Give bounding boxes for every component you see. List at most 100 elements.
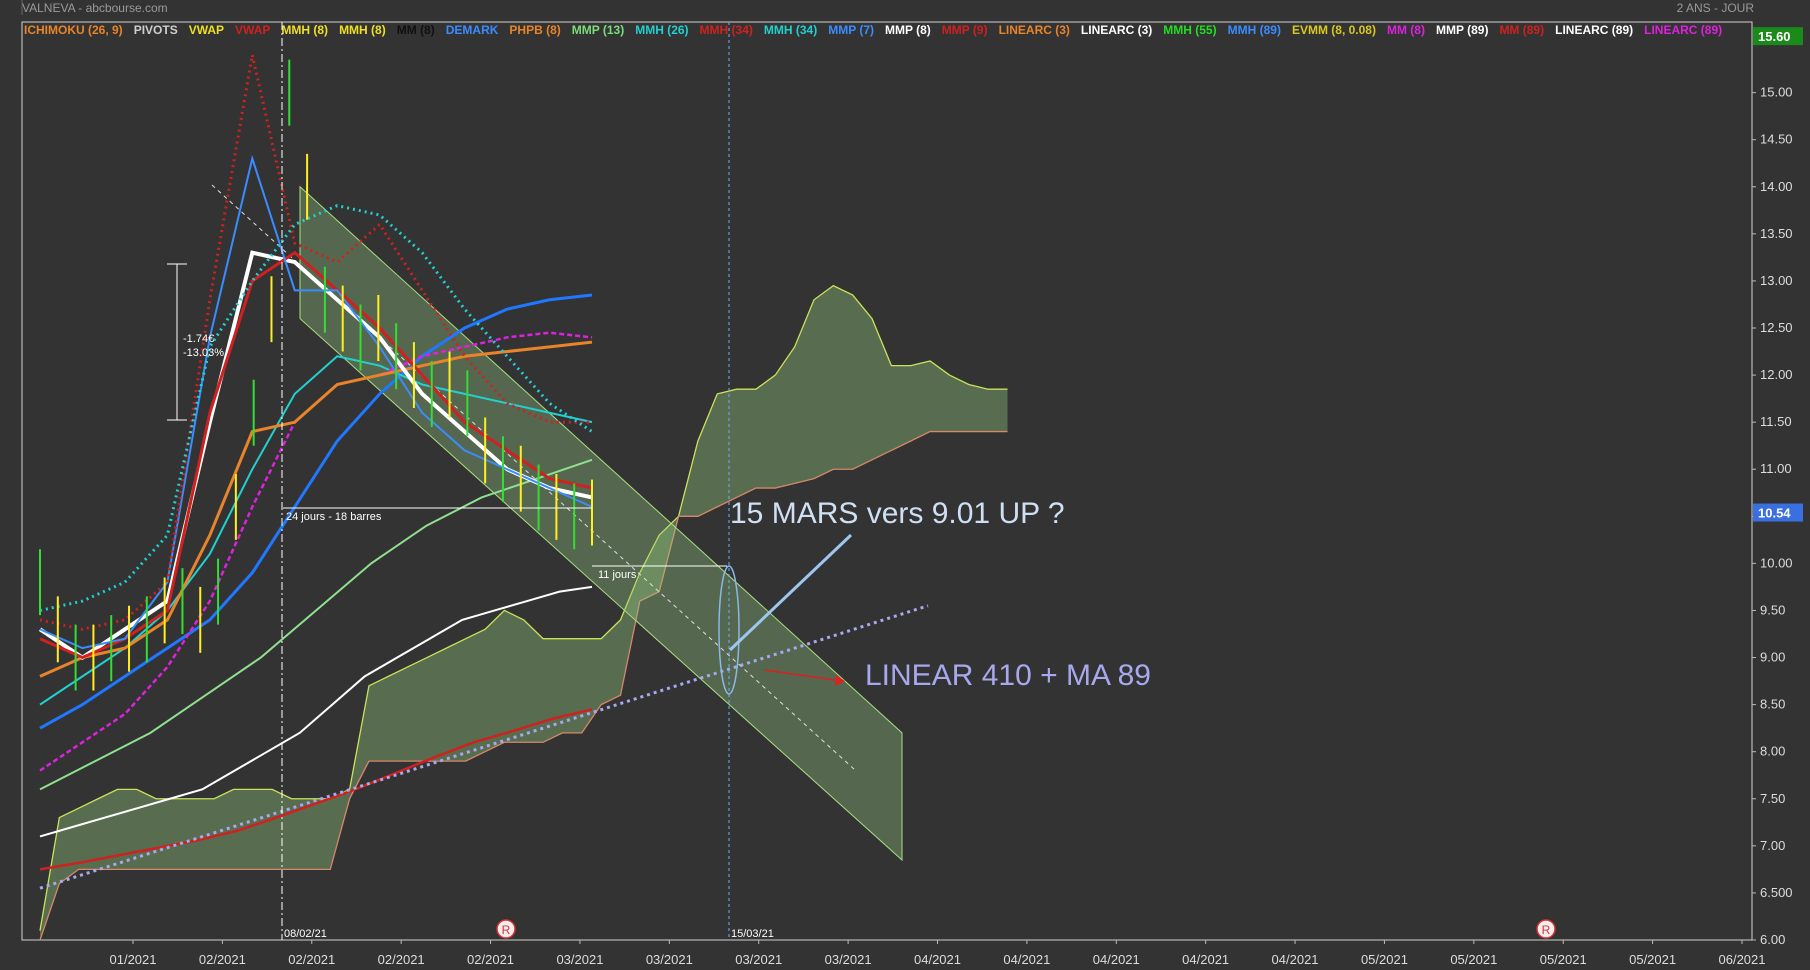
indicator-line bbox=[39, 250, 593, 660]
plot-frame bbox=[21, 21, 1753, 941]
x-tick-label: 05/2021 bbox=[1629, 952, 1676, 967]
date-marker-label: 08/02/21 bbox=[284, 928, 327, 940]
legend-item[interactable]: MM (8) bbox=[1386, 23, 1425, 37]
legend-item[interactable]: LINEARC (3) bbox=[1080, 23, 1153, 37]
legend-item[interactable]: MMH (26) bbox=[635, 23, 689, 37]
indicator-line bbox=[39, 331, 593, 772]
y-tick-label: 8.00 bbox=[1760, 744, 1785, 759]
ma-line bbox=[39, 458, 593, 791]
arrow-head bbox=[835, 675, 845, 686]
legend-item[interactable]: MMH (8) bbox=[281, 23, 329, 37]
price-tag-label: 10.54 bbox=[1758, 506, 1791, 521]
y-tick-label: 7.50 bbox=[1760, 791, 1785, 806]
x-tick-label: 02/2021 bbox=[378, 952, 425, 967]
y-tick-label: 9.50 bbox=[1760, 602, 1785, 617]
y-tick-label: 8.50 bbox=[1760, 697, 1785, 712]
legend-item[interactable]: MM (89) bbox=[1499, 23, 1545, 37]
ichimoku-span-b bbox=[39, 430, 1008, 941]
y-tick-label: 10.00 bbox=[1760, 555, 1793, 570]
indicator-line bbox=[39, 293, 593, 730]
x-tick-label: 04/2021 bbox=[1272, 952, 1319, 967]
annotation-text: -13.03% bbox=[183, 347, 224, 359]
period-label: 2 ANS - JOUR bbox=[1676, 1, 1754, 15]
x-tick-label: 04/2021 bbox=[914, 952, 961, 967]
y-tick-label: 14.50 bbox=[1760, 132, 1793, 147]
indicator-line bbox=[39, 154, 593, 650]
y-tick-label: 14.00 bbox=[1760, 179, 1793, 194]
legend-item[interactable]: ICHIMOKU (26, 9) bbox=[24, 23, 123, 37]
indicator-line bbox=[38, 250, 593, 660]
legend-item[interactable]: MMP (89) bbox=[1435, 23, 1489, 37]
x-tick-label: 03/2021 bbox=[646, 952, 693, 967]
x-tick-label: 06/2021 bbox=[1719, 952, 1766, 967]
x-tick-label: 02/2021 bbox=[199, 952, 246, 967]
x-tick-label: 05/2021 bbox=[1540, 952, 1587, 967]
x-tick-label: 04/2021 bbox=[1093, 952, 1140, 967]
x-tick-label: 02/2021 bbox=[467, 952, 514, 967]
y-tick-label: 11.50 bbox=[1760, 414, 1792, 429]
ichimoku-span-a bbox=[39, 284, 1008, 931]
legend-item[interactable]: EVMM (8, 0.08) bbox=[1291, 23, 1376, 37]
y-tick-label: 7.00 bbox=[1760, 838, 1785, 853]
indicator-line bbox=[39, 340, 593, 678]
y-tick-label: 12.00 bbox=[1760, 367, 1793, 382]
target-ellipse bbox=[718, 565, 740, 695]
price-tag bbox=[1753, 27, 1803, 46]
y-tick-label: 12.50 bbox=[1760, 320, 1793, 335]
legend-item[interactable]: MMH (89) bbox=[1227, 23, 1281, 37]
x-tick-label: 03/2021 bbox=[825, 952, 872, 967]
y-tick-label: 13.00 bbox=[1760, 273, 1793, 288]
x-tick-label: 05/2021 bbox=[1361, 952, 1408, 967]
date-marker-label: 15/03/21 bbox=[731, 928, 774, 940]
legend-item[interactable]: MMH (34) bbox=[763, 23, 818, 37]
annotation-text: LINEAR 410 + MA 89 bbox=[865, 659, 1151, 692]
y-tick-label: 15.00 bbox=[1760, 85, 1793, 100]
price-tag-label: 15.60 bbox=[1758, 29, 1791, 44]
legend-item[interactable]: DEMARK bbox=[445, 23, 499, 37]
y-tick-label: 11.00 bbox=[1760, 461, 1792, 476]
x-tick-label: 04/2021 bbox=[1182, 952, 1229, 967]
legend-item[interactable]: VWAP bbox=[188, 23, 225, 37]
legend-item[interactable]: MMH (55) bbox=[1163, 23, 1217, 37]
price-tag bbox=[1753, 503, 1803, 522]
linear-410-line bbox=[39, 604, 929, 890]
legend-item[interactable]: VWAP bbox=[235, 23, 271, 37]
legend-item[interactable]: MMP (7) bbox=[828, 23, 875, 37]
y-tick-label: 6.00 bbox=[1760, 932, 1785, 947]
y-tick-label: 6.500 bbox=[1760, 885, 1793, 900]
x-tick-label: 02/2021 bbox=[288, 952, 335, 967]
x-tick-label: 03/2021 bbox=[556, 952, 603, 967]
x-tick-label: 05/2021 bbox=[1450, 952, 1497, 967]
ichimoku-cloud bbox=[40, 285, 1008, 941]
x-tick-label: 04/2021 bbox=[1003, 952, 1050, 967]
y-tick-label: 9.00 bbox=[1760, 650, 1785, 665]
legend-item[interactable]: MMH (34) bbox=[699, 23, 753, 37]
legend-item[interactable]: MMP (13) bbox=[571, 23, 625, 37]
annotation-arrow bbox=[728, 533, 853, 652]
legend-item[interactable]: LINEARC (3) bbox=[998, 23, 1070, 37]
legend-item[interactable]: MM (8) bbox=[396, 23, 435, 37]
indicator-legend: ICHIMOKU (26, 9) PIVOTS VWAP VWAP MMH (8) MMH… bbox=[24, 23, 1733, 37]
r-marker bbox=[496, 919, 516, 939]
ma-line bbox=[39, 708, 593, 871]
annotation-arrow bbox=[764, 669, 836, 681]
annotation-text: 15 MARS vers 9.01 UP ? bbox=[730, 497, 1065, 530]
annotation-text: -1.74€ bbox=[183, 333, 214, 345]
r-marker bbox=[1536, 919, 1556, 939]
legend-item[interactable]: MMH (8) bbox=[339, 23, 386, 37]
r-marker-label: R bbox=[502, 923, 511, 937]
legend-item[interactable]: LINEARC (89) bbox=[1555, 23, 1634, 37]
legend-item[interactable]: PIVOTS bbox=[133, 23, 178, 37]
ma-line bbox=[39, 585, 593, 838]
x-tick-label: 03/2021 bbox=[735, 952, 782, 967]
annotation-text: 24 jours - 18 barres bbox=[286, 511, 382, 523]
legend-item[interactable]: LINEARC (89) bbox=[1644, 23, 1723, 37]
x-tick-label: 01/2021 bbox=[110, 952, 157, 967]
legend-item[interactable]: MMP (8) bbox=[885, 23, 931, 37]
legend-item[interactable]: MMP (9) bbox=[941, 23, 988, 37]
y-tick-label: 13.50 bbox=[1760, 226, 1793, 241]
annotation-text: 11 jours bbox=[598, 569, 637, 581]
indicator-line bbox=[39, 54, 592, 631]
legend-item[interactable]: PHPB (8) bbox=[509, 23, 561, 37]
